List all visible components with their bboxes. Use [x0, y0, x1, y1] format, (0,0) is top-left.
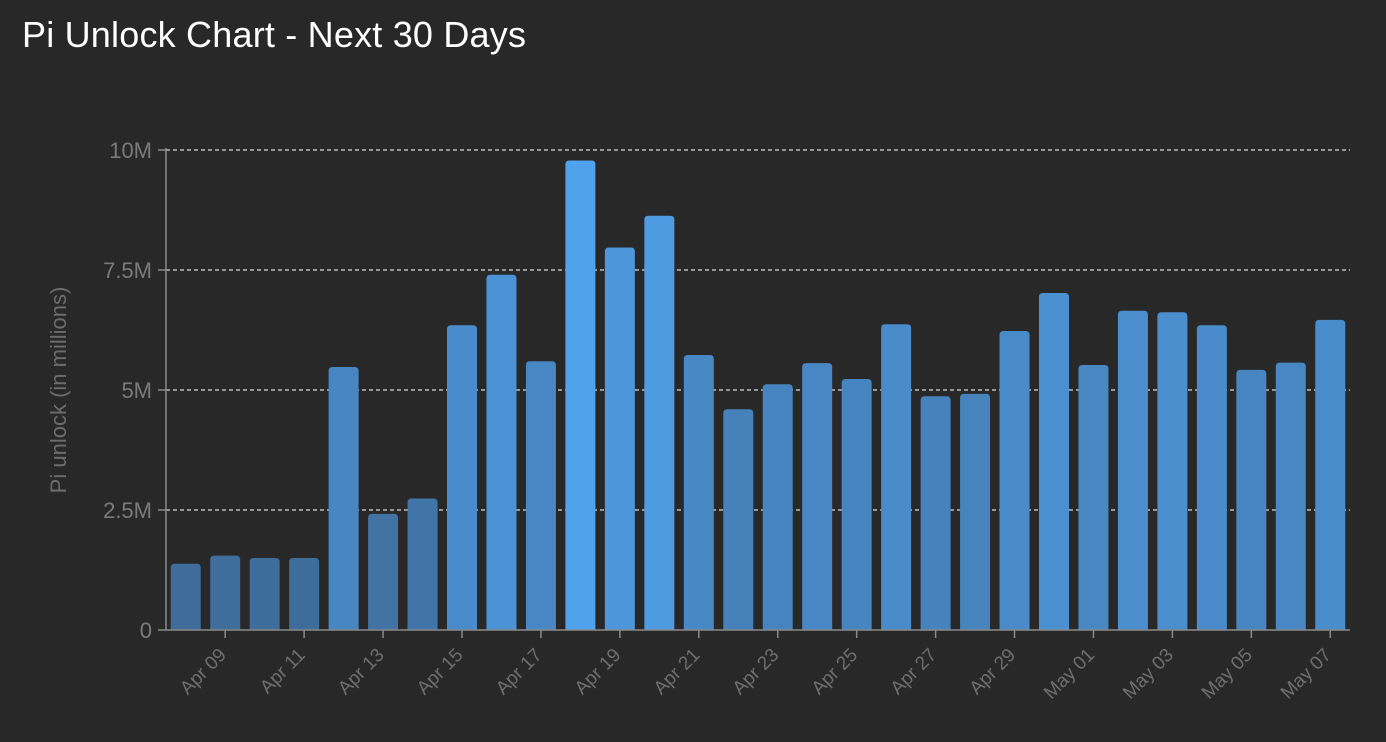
- bar: [920, 396, 951, 630]
- x-tick-label: Apr 11: [256, 645, 309, 698]
- y-axis-ticks: 0 2.5M 5M 7.5M 10M: [103, 138, 166, 643]
- bar: [210, 555, 241, 630]
- bar: [525, 361, 556, 630]
- x-tick-label: Apr 17: [492, 645, 546, 699]
- bar: [170, 563, 201, 630]
- bar: [328, 366, 359, 630]
- x-tick-label: Apr 23: [729, 645, 783, 699]
- chart-title: Pi Unlock Chart - Next 30 Days: [22, 14, 527, 55]
- bar: [1117, 310, 1148, 630]
- x-tick-label: Apr 21: [650, 645, 704, 699]
- bar: [565, 160, 596, 630]
- x-tick-label: Apr 25: [808, 645, 862, 699]
- x-tick-label: Apr 09: [176, 645, 230, 699]
- x-tick-label: Apr 13: [334, 645, 388, 699]
- bar: [1078, 365, 1109, 630]
- bar: [368, 513, 399, 630]
- y-tick-label: 10M: [109, 138, 152, 163]
- x-tick-label: May 05: [1198, 645, 1257, 704]
- bar: [762, 384, 793, 630]
- x-tick-label: Apr 19: [571, 645, 625, 699]
- axes: [165, 148, 1350, 631]
- bar: [683, 354, 714, 630]
- bar: [1315, 319, 1346, 630]
- y-tick-label: 7.5M: [103, 258, 152, 283]
- bar: [1196, 325, 1227, 630]
- y-tick-label: 5M: [121, 378, 152, 403]
- bar: [447, 325, 477, 630]
- y-tick-label: 0: [140, 618, 152, 643]
- bar: [407, 498, 438, 630]
- x-tick-label: Apr 27: [887, 645, 941, 699]
- bar: [723, 409, 754, 630]
- bar: [841, 378, 872, 630]
- bar: [881, 324, 912, 630]
- bar: [1039, 293, 1069, 630]
- bar: [289, 558, 320, 630]
- x-tick-label: May 03: [1119, 645, 1178, 704]
- bar: [960, 393, 991, 630]
- bar: [644, 215, 675, 630]
- bar: [999, 330, 1030, 630]
- x-axis-ticks: Apr 09 Apr 11 Apr 13 Apr 15 Apr 17 Apr 19 Apr …: [176, 630, 1336, 704]
- bar: [1236, 369, 1267, 630]
- bar: [802, 363, 833, 630]
- bar: [1275, 362, 1306, 630]
- y-axis-label: Pi unlock (in millions): [46, 287, 71, 494]
- x-tick-label: May 07: [1277, 645, 1336, 704]
- x-tick-label: Apr 15: [413, 645, 467, 699]
- x-tick-label: Apr 29: [966, 645, 1020, 699]
- bar: [604, 247, 635, 630]
- bars: [170, 160, 1346, 630]
- bar: [1157, 312, 1188, 630]
- y-tick-label: 2.5M: [103, 498, 152, 523]
- bar: [249, 558, 280, 630]
- grid-lines: [166, 149, 1350, 511]
- x-tick-label: May 01: [1040, 645, 1099, 704]
- bar: [486, 274, 517, 630]
